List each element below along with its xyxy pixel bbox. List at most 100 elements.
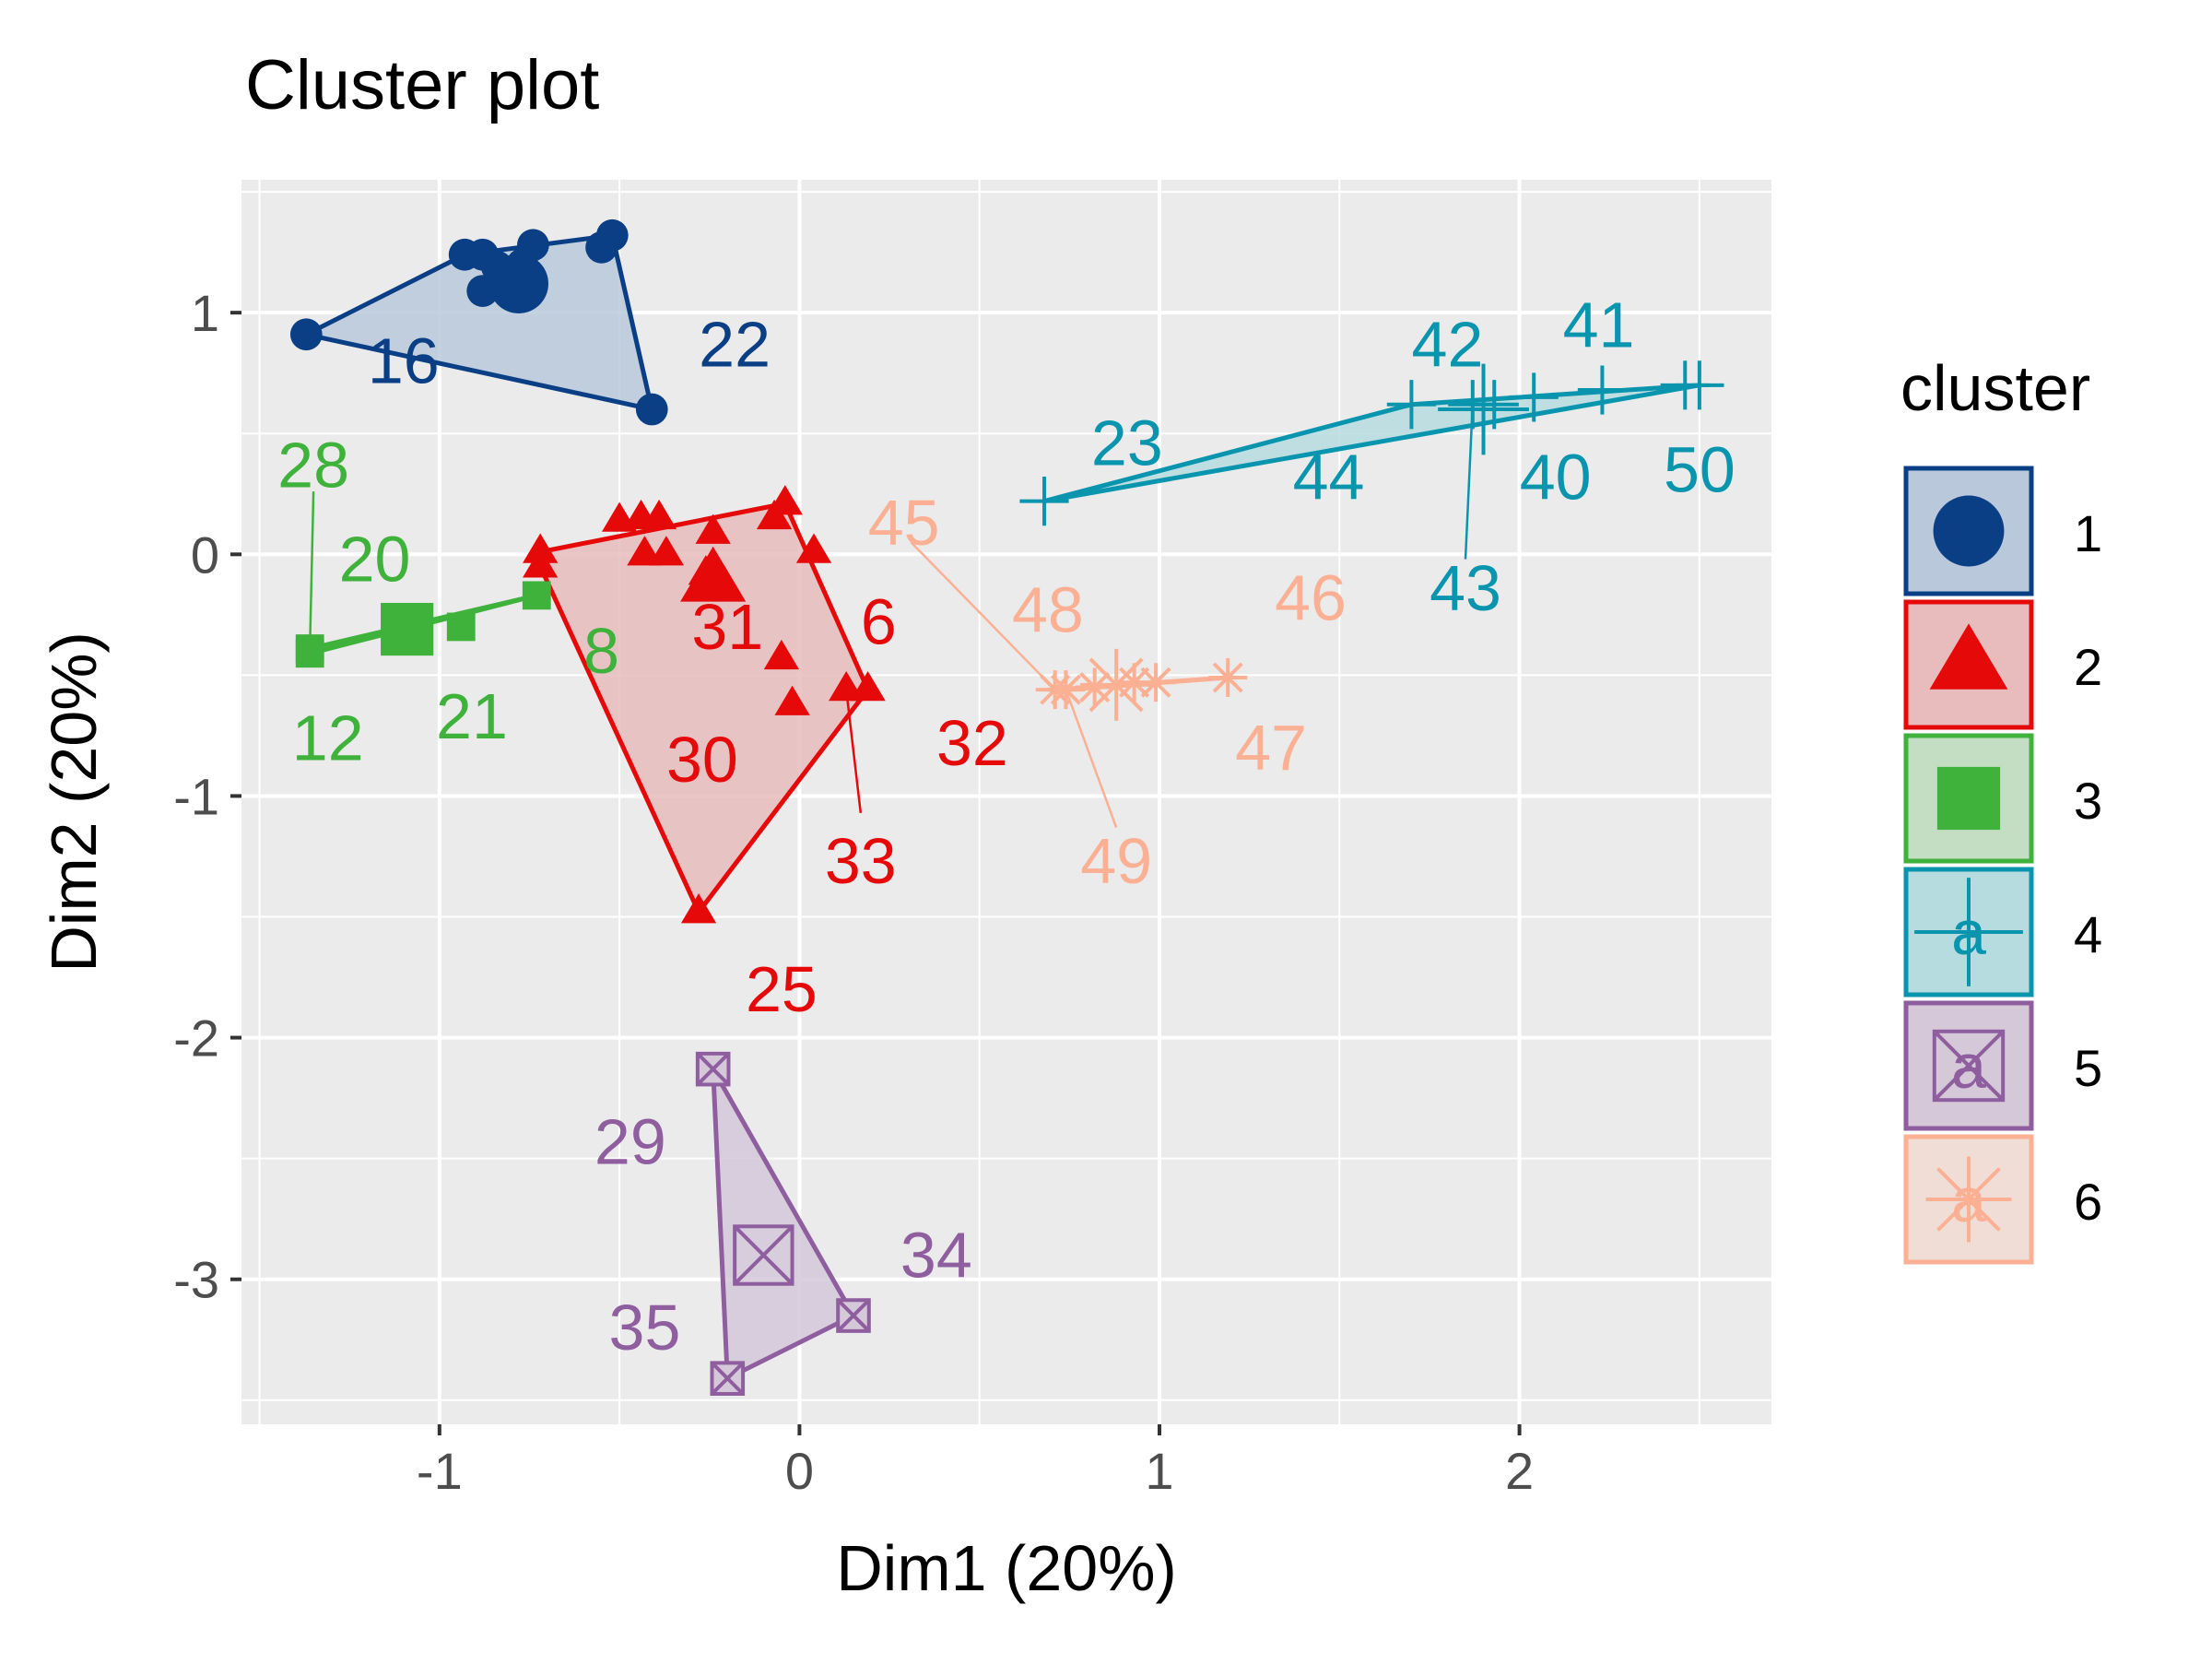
- cluster-2-point-label: 30: [666, 724, 738, 796]
- cluster-1-centroid: [488, 254, 548, 313]
- cluster-2-centroid: [680, 546, 747, 602]
- cluster-6-point-label: 47: [1235, 712, 1307, 784]
- cluster-1-point: [635, 393, 668, 426]
- cluster-2-point: [641, 499, 677, 530]
- cluster-3-point: [295, 639, 324, 668]
- cluster-5-point: [710, 1361, 746, 1396]
- legend-key-symbol: [1936, 766, 2001, 831]
- cluster-3-point-label: 8: [583, 615, 619, 687]
- legend-label: 4: [2074, 905, 2102, 963]
- cluster-5-point-label: 35: [609, 1292, 681, 1363]
- cluster-1-point-label: 22: [699, 308, 771, 380]
- y-axis-tick-label: 0: [191, 525, 219, 584]
- y-axis-tick-label: -3: [173, 1251, 219, 1309]
- cluster-3-point: [446, 612, 476, 642]
- legend-key-symbol: [1929, 623, 2008, 690]
- legend-key-symbol: [1933, 495, 2005, 567]
- cluster-4-point-label: 43: [1430, 552, 1501, 624]
- legend-key-letter: a: [1951, 1165, 1986, 1235]
- cluster-1-point: [595, 218, 629, 252]
- cluster-3-point-label: 28: [277, 429, 349, 501]
- cluster-6-point: [1075, 667, 1114, 707]
- label-leader-lines: [308, 404, 1475, 828]
- cluster-2-point: [680, 893, 717, 924]
- x-axis-tick-label: 2: [1505, 1442, 1534, 1500]
- axes: -1 0 1 210-1-2-3: [173, 284, 1534, 1500]
- cluster-6-point-label: 49: [1080, 825, 1152, 897]
- cluster-6-point-label: 45: [868, 487, 940, 559]
- cluster-2-point: [763, 639, 800, 670]
- cluster-2-point: [523, 548, 559, 578]
- cluster-4-point-label: 23: [1091, 407, 1163, 479]
- y-axis-tick-label: 1: [191, 284, 219, 342]
- cluster-4-point: [1577, 365, 1628, 415]
- chart-title: Cluster plot: [245, 46, 599, 124]
- cluster-1-point: [517, 229, 549, 262]
- cluster-6-point: [1136, 663, 1176, 702]
- cluster-6-point-label: 46: [1275, 561, 1347, 633]
- cluster-3-point: [522, 581, 551, 610]
- data-points: [289, 218, 1724, 1396]
- cluster-2-point: [695, 513, 731, 544]
- cluster-2-point-label: 25: [746, 953, 818, 1025]
- cluster-5-hull: [711, 1067, 856, 1381]
- cluster-4-centroid: [1438, 363, 1529, 455]
- leader-line: [844, 689, 863, 813]
- y-axis-tick-label: -2: [173, 1009, 219, 1068]
- cluster-6-point: [1208, 658, 1248, 697]
- leader-line: [1065, 689, 1118, 828]
- cluster-5-centroid: [733, 1224, 794, 1286]
- cluster-4-point: [1675, 360, 1724, 410]
- legend-label: 2: [2074, 638, 2102, 696]
- legend-label: 3: [2074, 772, 2102, 830]
- legend-key-letter: a: [1951, 631, 1986, 701]
- legend-key-letter: a: [1951, 1032, 1986, 1102]
- legend-label: 5: [2074, 1039, 2102, 1097]
- cluster-3-point-label: 20: [339, 524, 411, 596]
- cluster-2-point: [756, 499, 793, 530]
- cluster-6-point: [1046, 670, 1086, 710]
- x-axis-tick-label: 1: [1145, 1442, 1173, 1500]
- cluster-4-point-label: 42: [1412, 308, 1484, 380]
- cluster-4-point: [1019, 477, 1069, 526]
- cluster-3-point-label: 12: [292, 702, 364, 774]
- cluster-2-point: [648, 536, 685, 566]
- legend-key-letter: a: [1951, 898, 1986, 968]
- cluster-4-point-label: 40: [1520, 441, 1592, 513]
- cluster-6-centroid: [1080, 648, 1153, 721]
- legend-title: cluster: [1900, 352, 2090, 424]
- legend: cluster a 1a 2a 3a 4a 5a 6: [1900, 352, 2102, 1265]
- x-axis-tick-label: -1: [417, 1442, 463, 1500]
- cluster-4-point-label: 41: [1563, 289, 1635, 360]
- x-axis-title: Dim1 (20%): [836, 1532, 1177, 1604]
- cluster-4-point: [1469, 380, 1519, 430]
- cluster-4-point: [1386, 380, 1437, 430]
- cluster-2-point-label: 6: [861, 586, 897, 658]
- cluster-2-point: [774, 685, 810, 715]
- leader-line: [1464, 404, 1475, 560]
- legend-label: 6: [2074, 1173, 2102, 1231]
- legend-key: [1903, 466, 2034, 596]
- cluster-5-point-label: 34: [900, 1220, 972, 1292]
- cluster-2-point-label: 32: [936, 707, 1008, 779]
- cluster-1-point: [289, 318, 323, 351]
- cluster-4-point-label: 44: [1293, 441, 1365, 513]
- leader-line: [308, 491, 315, 649]
- cluster-2-point: [795, 533, 832, 563]
- y-axis-title: Dim2 (20%): [38, 631, 110, 973]
- cluster-2-point-label: 33: [825, 825, 897, 897]
- legend-key-letter: a: [1951, 497, 1986, 567]
- x-axis-tick-label: 0: [785, 1442, 814, 1500]
- plot-panel: [241, 180, 1771, 1424]
- legend-label: 1: [2074, 504, 2102, 562]
- leader-line: [910, 541, 1056, 690]
